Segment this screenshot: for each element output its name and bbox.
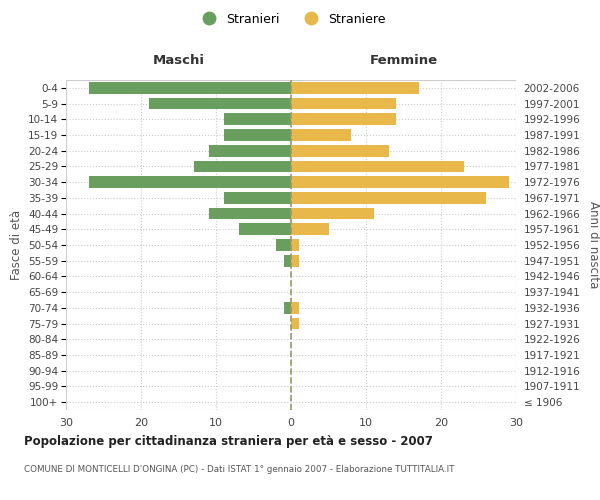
Bar [223, 129, 291, 141]
Y-axis label: Anni di nascita: Anni di nascita [587, 202, 600, 288]
Bar [291, 145, 389, 156]
Bar [291, 176, 509, 188]
Bar [291, 302, 299, 314]
Bar [291, 239, 299, 251]
Y-axis label: Fasce di età: Fasce di età [10, 210, 23, 280]
Bar [291, 129, 351, 141]
Bar [149, 98, 291, 110]
Text: Popolazione per cittadinanza straniera per età e sesso - 2007: Popolazione per cittadinanza straniera p… [24, 435, 433, 448]
Bar [291, 318, 299, 330]
Bar [291, 208, 373, 220]
Bar [291, 98, 396, 110]
Text: Femmine: Femmine [370, 54, 437, 68]
Bar [209, 145, 291, 156]
Bar [89, 82, 291, 94]
Legend: Stranieri, Straniere: Stranieri, Straniere [191, 8, 391, 31]
Bar [239, 224, 291, 235]
Bar [291, 160, 464, 172]
Bar [276, 239, 291, 251]
Bar [89, 176, 291, 188]
Bar [291, 82, 419, 94]
Bar [291, 192, 486, 204]
Bar [284, 302, 291, 314]
Bar [223, 192, 291, 204]
Bar [209, 208, 291, 220]
Bar [291, 255, 299, 266]
Bar [223, 114, 291, 125]
Text: COMUNE DI MONTICELLI D'ONGINA (PC) - Dati ISTAT 1° gennaio 2007 - Elaborazione T: COMUNE DI MONTICELLI D'ONGINA (PC) - Dat… [24, 465, 455, 474]
Bar [284, 255, 291, 266]
Text: Maschi: Maschi [152, 54, 205, 68]
Bar [193, 160, 291, 172]
Bar [291, 114, 396, 125]
Bar [291, 224, 329, 235]
